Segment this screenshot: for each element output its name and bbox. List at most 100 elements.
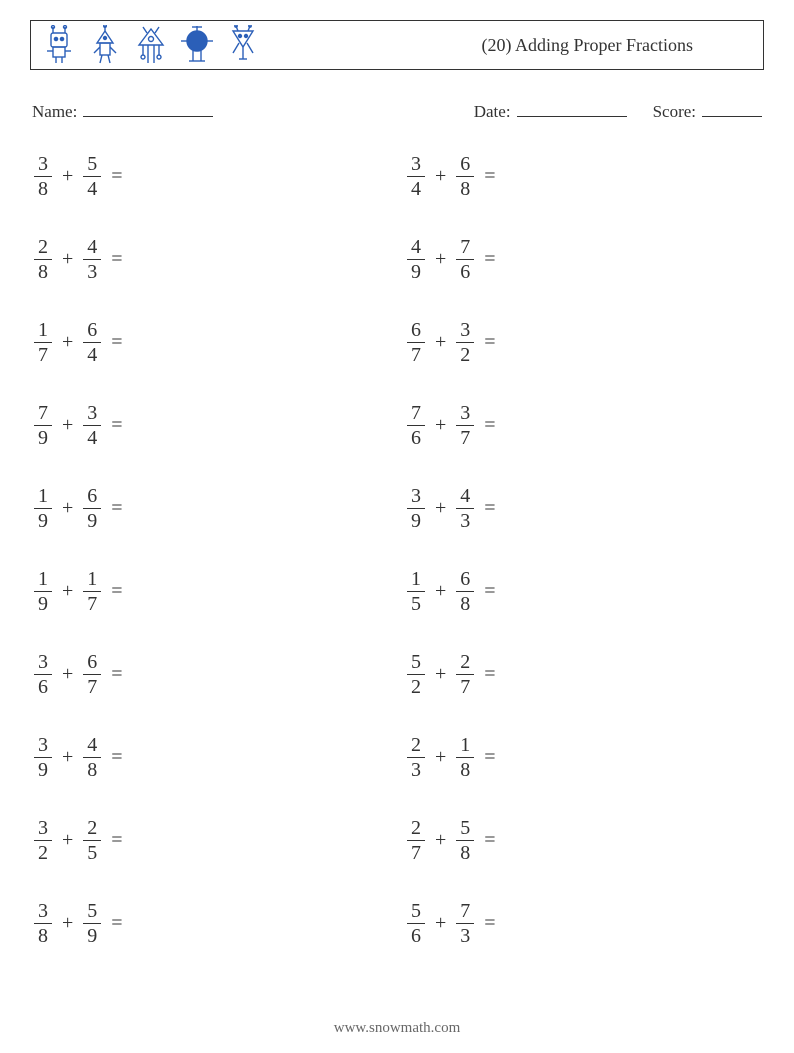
numerator: 6 (407, 320, 425, 342)
equals-sign: = (111, 663, 122, 686)
fraction-a: 79 (34, 403, 52, 448)
denominator: 4 (83, 342, 101, 365)
fraction-a: 23 (407, 735, 425, 780)
fraction-a: 38 (34, 901, 52, 946)
numerator: 7 (34, 403, 52, 425)
fraction-b: 54 (83, 154, 101, 199)
fraction-b: 48 (83, 735, 101, 780)
numerator: 6 (456, 154, 474, 176)
denominator: 6 (456, 259, 474, 282)
denominator: 7 (83, 591, 101, 614)
date-blank[interactable] (517, 98, 627, 117)
fraction-a: 34 (407, 154, 425, 199)
fraction-b: 73 (456, 901, 474, 946)
numerator: 7 (407, 403, 425, 425)
plus-sign: + (62, 414, 73, 437)
numerator: 6 (83, 486, 101, 508)
denominator: 8 (34, 923, 52, 946)
numerator: 1 (407, 569, 425, 591)
fraction-a: 38 (34, 154, 52, 199)
fraction-b: 34 (83, 403, 101, 448)
denominator: 5 (83, 840, 101, 863)
fraction-b: 37 (456, 403, 474, 448)
problem: 52+27= (407, 652, 760, 697)
denominator: 7 (83, 674, 101, 697)
problem: 27+58= (407, 818, 760, 863)
numerator: 4 (407, 237, 425, 259)
equals-sign: = (484, 580, 495, 603)
equals-sign: = (111, 414, 122, 437)
numerator: 2 (456, 652, 474, 674)
fraction-b: 64 (83, 320, 101, 365)
robot-icon-1 (41, 25, 77, 65)
denominator: 3 (456, 508, 474, 531)
denominator: 9 (407, 508, 425, 531)
denominator: 9 (34, 425, 52, 448)
numerator: 6 (456, 569, 474, 591)
numerator: 2 (407, 818, 425, 840)
plus-sign: + (62, 912, 73, 935)
equals-sign: = (484, 829, 495, 852)
numerator: 5 (83, 901, 101, 923)
plus-sign: + (62, 497, 73, 520)
numerator: 5 (456, 818, 474, 840)
denominator: 8 (456, 840, 474, 863)
equals-sign: = (111, 580, 122, 603)
fraction-a: 39 (34, 735, 52, 780)
denominator: 3 (456, 923, 474, 946)
fraction-a: 19 (34, 569, 52, 614)
denominator: 6 (407, 425, 425, 448)
problem: 34+68= (407, 154, 760, 199)
fraction-a: 76 (407, 403, 425, 448)
robot-icon-3 (133, 25, 169, 65)
fraction-b: 68 (456, 154, 474, 199)
numerator: 3 (407, 486, 425, 508)
numerator: 1 (34, 486, 52, 508)
denominator: 3 (407, 757, 425, 780)
fraction-b: 68 (456, 569, 474, 614)
footer-link[interactable]: www.snowmath.com (0, 1020, 794, 1037)
problem: 23+18= (407, 735, 760, 780)
equals-sign: = (111, 829, 122, 852)
name-blank[interactable] (83, 98, 213, 117)
numerator: 5 (407, 652, 425, 674)
fraction-b: 69 (83, 486, 101, 531)
fraction-a: 36 (34, 652, 52, 697)
numerator: 3 (34, 818, 52, 840)
equals-sign: = (484, 497, 495, 520)
numerator: 3 (34, 901, 52, 923)
fraction-a: 17 (34, 320, 52, 365)
plus-sign: + (62, 663, 73, 686)
plus-sign: + (62, 746, 73, 769)
problem: 28+43= (34, 237, 387, 282)
score-blank[interactable] (702, 98, 762, 117)
problem: 38+59= (34, 901, 387, 946)
plus-sign: + (435, 331, 446, 354)
denominator: 7 (456, 425, 474, 448)
denominator: 4 (407, 176, 425, 199)
denominator: 4 (83, 425, 101, 448)
plus-sign: + (435, 663, 446, 686)
denominator: 9 (34, 591, 52, 614)
equals-sign: = (484, 331, 495, 354)
plus-sign: + (435, 248, 446, 271)
denominator: 4 (83, 176, 101, 199)
fraction-a: 39 (407, 486, 425, 531)
robot-icon-5 (225, 25, 261, 65)
fraction-a: 52 (407, 652, 425, 697)
plus-sign: + (435, 497, 446, 520)
plus-sign: + (435, 414, 446, 437)
numerator: 2 (34, 237, 52, 259)
equals-sign: = (484, 663, 495, 686)
equals-sign: = (484, 912, 495, 935)
problem: 56+73= (407, 901, 760, 946)
numerator: 7 (456, 237, 474, 259)
denominator: 8 (456, 591, 474, 614)
denominator: 5 (407, 591, 425, 614)
equals-sign: = (484, 746, 495, 769)
problem: 76+37= (407, 403, 760, 448)
plus-sign: + (62, 580, 73, 603)
numerator: 1 (34, 569, 52, 591)
equals-sign: = (111, 746, 122, 769)
plus-sign: + (435, 829, 446, 852)
